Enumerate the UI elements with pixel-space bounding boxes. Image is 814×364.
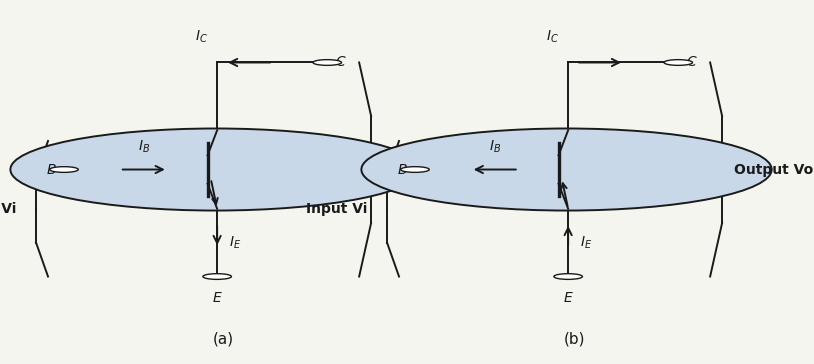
Text: Output Vo: Output Vo xyxy=(383,162,462,177)
Text: C: C xyxy=(686,55,696,70)
Ellipse shape xyxy=(50,167,78,173)
Text: $I_C$: $I_C$ xyxy=(545,28,558,45)
Text: $I_E$: $I_E$ xyxy=(580,234,593,251)
Text: C: C xyxy=(335,55,345,70)
Ellipse shape xyxy=(554,274,582,280)
Text: $I_B$: $I_B$ xyxy=(138,139,150,155)
Text: $I_E$: $I_E$ xyxy=(229,234,241,251)
Text: E: E xyxy=(564,291,572,305)
Text: $I_B$: $I_B$ xyxy=(488,139,501,155)
Text: E: E xyxy=(212,291,221,305)
Text: Output Vo: Output Vo xyxy=(734,162,813,177)
Ellipse shape xyxy=(361,128,772,210)
Ellipse shape xyxy=(664,60,693,66)
Text: $I_C$: $I_C$ xyxy=(195,28,208,45)
Text: Input Vi: Input Vi xyxy=(306,202,367,216)
Text: (b): (b) xyxy=(564,332,585,347)
Text: (a): (a) xyxy=(213,332,234,347)
Text: Input Vi: Input Vi xyxy=(0,202,16,216)
Ellipse shape xyxy=(203,274,231,280)
Ellipse shape xyxy=(400,167,429,173)
Ellipse shape xyxy=(313,60,342,66)
Ellipse shape xyxy=(11,128,421,210)
Text: B: B xyxy=(397,162,407,177)
Text: B: B xyxy=(46,162,56,177)
